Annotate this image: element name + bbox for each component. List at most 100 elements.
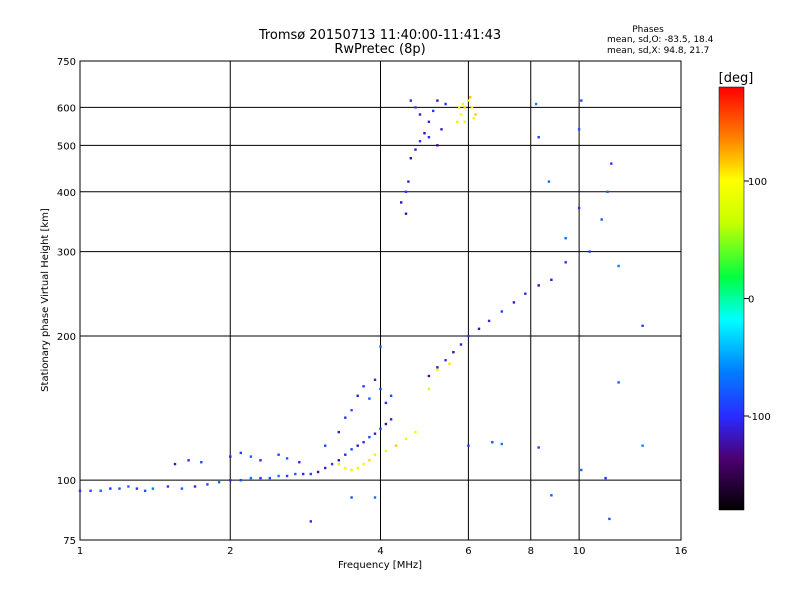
data-point: [606, 190, 609, 193]
data-point: [337, 462, 340, 466]
data-point: [384, 449, 388, 453]
data-point: [389, 394, 393, 397]
y-tick-label: 500: [57, 141, 76, 152]
data-point: [414, 430, 417, 434]
data-point: [373, 453, 377, 456]
data-point: [350, 468, 353, 472]
data-point: [463, 106, 466, 109]
data-point: [467, 99, 470, 102]
data-point: [470, 106, 474, 109]
data-point: [356, 394, 359, 397]
data-point: [452, 351, 455, 354]
data-point: [461, 102, 465, 106]
data-point: [418, 113, 422, 116]
data-point: [404, 190, 408, 193]
data-point: [436, 99, 439, 102]
y-tick-label: 600: [57, 103, 76, 114]
data-points: [78, 96, 644, 523]
data-point: [458, 106, 461, 109]
data-point: [229, 455, 232, 458]
data-point: [427, 120, 431, 123]
data-point: [309, 472, 312, 476]
data-point: [423, 132, 426, 135]
phase-info-heading: Phases: [632, 25, 664, 35]
data-point: [143, 489, 147, 492]
x-tick-label: 6: [465, 546, 471, 557]
data-point: [109, 487, 112, 490]
data-point: [379, 427, 382, 430]
data-point: [524, 292, 527, 295]
data-point: [436, 366, 439, 369]
data-point: [173, 462, 177, 466]
data-point: [537, 446, 540, 449]
data-point: [547, 180, 551, 183]
data-point: [427, 374, 431, 378]
data-point: [414, 106, 417, 109]
data-point: [474, 113, 477, 116]
data-point: [277, 474, 280, 478]
data-point: [285, 457, 289, 460]
data-point: [135, 487, 139, 490]
data-point: [600, 218, 603, 221]
x-tick-label: 2: [227, 546, 233, 557]
data-point: [379, 345, 382, 348]
data-point: [427, 136, 431, 139]
y-tick-label: 300: [57, 248, 76, 259]
data-point: [239, 479, 242, 482]
data-point: [537, 284, 540, 287]
data-point: [577, 206, 581, 210]
data-point: [512, 301, 516, 304]
data-point: [467, 444, 470, 447]
x-axis-ticks: 1 2 4 6 8 10 16: [77, 546, 688, 557]
data-point: [344, 466, 347, 470]
colorbar: [718, 86, 745, 511]
data-point: [180, 487, 184, 490]
data-point: [467, 334, 470, 338]
x-tick-label: 8: [528, 546, 534, 557]
data-point: [193, 485, 197, 488]
data-point: [472, 116, 475, 120]
data-point: [344, 416, 347, 419]
data-point: [404, 212, 408, 215]
data-point: [440, 128, 443, 131]
data-point: [344, 453, 347, 456]
x-tick-label: 4: [377, 546, 383, 557]
colorbar-label: [deg]: [719, 71, 754, 86]
data-point: [491, 441, 494, 444]
data-point: [268, 476, 271, 480]
data-point: [356, 466, 359, 470]
data-point: [330, 462, 334, 466]
data-point: [550, 494, 553, 497]
data-point: [487, 319, 491, 323]
data-point: [577, 128, 581, 131]
data-point: [373, 378, 377, 381]
x-axis-label: Frequency [MHz]: [338, 560, 422, 571]
data-point: [302, 472, 305, 476]
data-point: [259, 459, 262, 462]
data-point: [610, 162, 613, 165]
data-point: [448, 362, 451, 365]
data-point: [564, 237, 567, 240]
data-point: [324, 444, 327, 447]
data-point: [309, 520, 312, 523]
phase-info-x: mean, sd,X: 94.8, 21.7: [607, 46, 709, 56]
x-tick-label: 10: [573, 546, 586, 557]
data-point: [564, 261, 567, 264]
data-point: [395, 444, 398, 447]
data-point: [432, 109, 435, 113]
data-point: [362, 462, 365, 466]
data-point: [239, 451, 242, 455]
x-tick-label: 16: [675, 546, 688, 557]
y-tick-label: 100: [57, 476, 76, 487]
data-point: [436, 144, 439, 147]
data-point: [350, 409, 353, 412]
y-tick-label: 200: [57, 332, 76, 343]
data-point: [249, 455, 253, 458]
data-point: [444, 102, 447, 106]
data-point: [249, 476, 253, 480]
data-point: [368, 435, 371, 439]
data-point: [414, 148, 417, 151]
data-point: [324, 466, 327, 470]
data-point: [580, 99, 583, 102]
